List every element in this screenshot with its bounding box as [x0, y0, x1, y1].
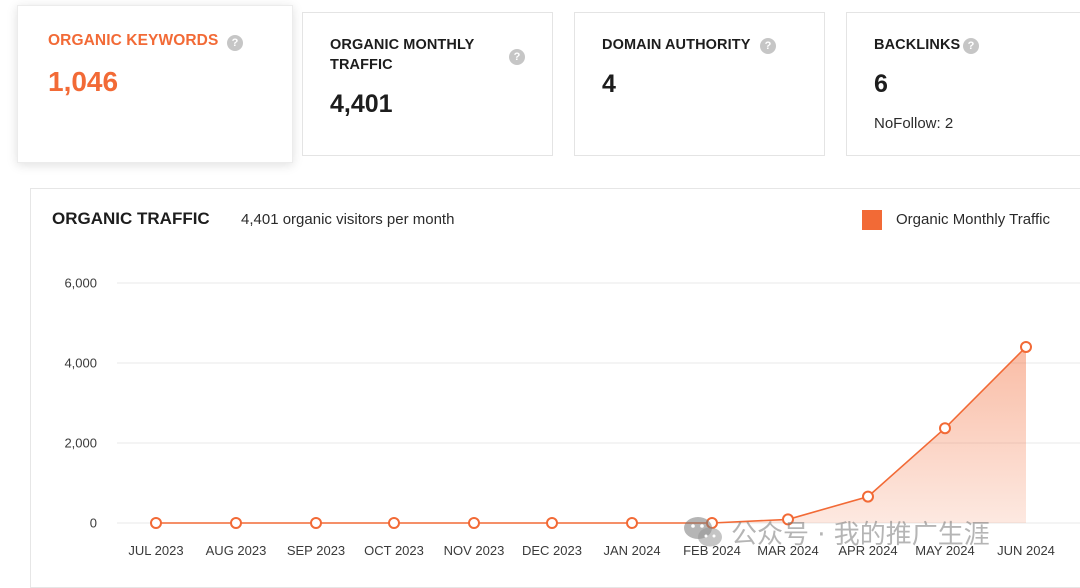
organic-monthly-traffic-value: 4,401 [330, 90, 393, 118]
organic-keywords-title: ORGANIC KEYWORDS [48, 32, 219, 49]
data-point [310, 517, 322, 529]
domain-authority-card[interactable] [574, 12, 825, 156]
data-point [939, 422, 951, 435]
y-tick-label: 2,000 [64, 436, 97, 451]
x-tick-label: JUN 2024 [997, 543, 1055, 558]
panel-subtitle: 4,401 organic visitors per month [241, 211, 455, 228]
x-tick-label: NOV 2023 [444, 543, 505, 558]
legend-label[interactable]: Organic Monthly Traffic [896, 211, 1050, 228]
x-tick-label: MAY 2024 [915, 543, 975, 558]
backlinks-nofollow: NoFollow: 2 [874, 115, 954, 132]
data-point [626, 517, 638, 529]
data-point [1020, 340, 1032, 353]
backlinks-value: 6 [874, 70, 888, 98]
data-point [862, 490, 874, 503]
data-point [468, 517, 480, 529]
organic-traffic-chart: 0 2,000 4,000 6,000 JUL 2023 AUG 2023 SEP 2023… [64, 276, 1080, 558]
x-tick-label: AUG 2023 [206, 543, 267, 558]
organic-keywords-card[interactable] [17, 5, 293, 163]
x-tick-label: DEC 2023 [522, 543, 582, 558]
organic-monthly-traffic-title: ORGANIC MONTHLY TRAFFIC [330, 35, 474, 75]
series-line [156, 346, 1027, 524]
organic-monthly-traffic-title-line2: TRAFFIC [330, 57, 393, 73]
chat-bubbles-icon [684, 517, 722, 547]
x-tick-label: JAN 2024 [603, 543, 660, 558]
x-tick-label: JUL 2023 [128, 543, 183, 558]
y-tick-label: 6,000 [64, 276, 97, 291]
y-tick-label: 0 [90, 516, 97, 531]
x-tick-label: OCT 2023 [364, 543, 424, 558]
help-icon[interactable]: ? [509, 49, 525, 65]
data-point [546, 517, 558, 529]
help-icon[interactable]: ? [963, 38, 979, 54]
help-icon[interactable]: ? [227, 35, 243, 51]
x-tick-label: APR 2024 [838, 543, 897, 558]
help-icon[interactable]: ? [760, 38, 776, 54]
organic-monthly-traffic-title-line1: ORGANIC MONTHLY [330, 37, 475, 53]
data-point [782, 513, 794, 526]
domain-authority-value: 4 [602, 70, 616, 98]
organic-keywords-value: 1,046 [48, 66, 119, 97]
x-tick-label: SEP 2023 [287, 543, 345, 558]
backlinks-title: BACKLINKS [874, 37, 961, 53]
y-tick-label: 4,000 [64, 356, 97, 371]
organic-monthly-traffic-card[interactable] [302, 12, 553, 156]
series-area [156, 346, 1026, 523]
watermark-text: 公众号 · 我的推广生涯 [731, 519, 990, 550]
x-tick-label: MAR 2024 [757, 543, 818, 558]
panel-title: ORGANIC TRAFFIC [52, 209, 210, 228]
legend-swatch[interactable] [862, 210, 882, 230]
watermark: 公众号 · 我的推广生涯 [683, 512, 990, 552]
x-tick-label: FEB 2024 [683, 543, 741, 558]
data-point [150, 517, 162, 529]
data-point [230, 517, 242, 529]
domain-authority-title: DOMAIN AUTHORITY [602, 37, 751, 53]
data-point [388, 517, 400, 529]
backlinks-card[interactable] [846, 12, 1080, 156]
